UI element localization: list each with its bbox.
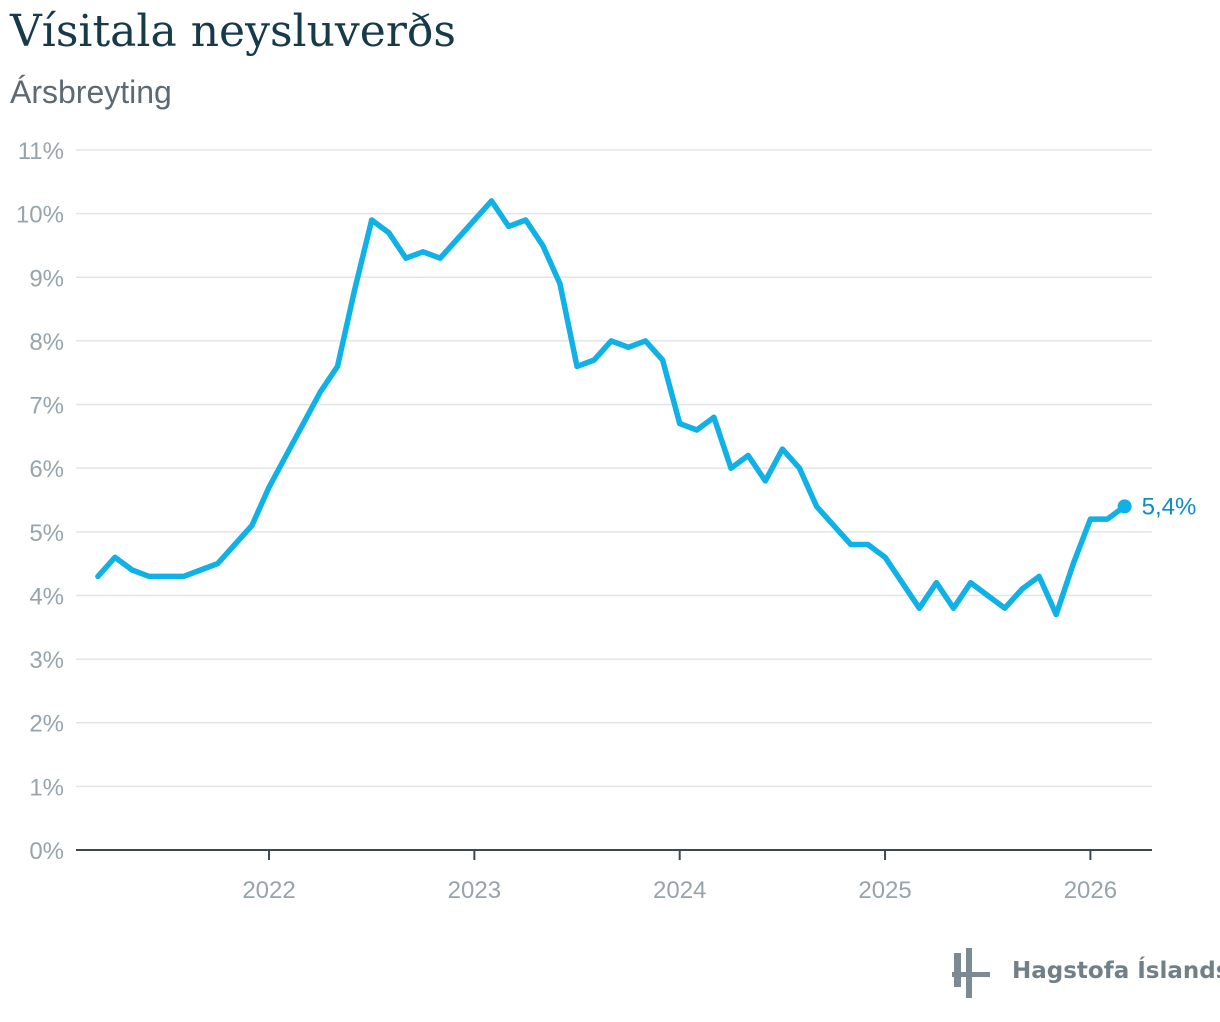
data-point[interactable] [1105,516,1111,522]
y-tick-label: 6% [29,456,64,483]
end-value-label: 5,4% [1142,493,1197,520]
end-marker-group: 5,4% [1117,493,1197,520]
data-point[interactable] [163,573,169,579]
data-point[interactable] [1070,561,1076,567]
x-tick-label: 2022 [242,877,295,904]
x-tick-label: 2024 [653,877,706,904]
data-point[interactable] [1087,516,1093,522]
y-tick-label: 2% [29,711,64,738]
data-point[interactable] [728,465,734,471]
data-point[interactable] [198,567,204,573]
x-tick-label: 2025 [858,877,911,904]
data-point[interactable] [865,542,871,548]
data-point[interactable] [334,363,340,369]
data-point[interactable] [1053,612,1059,618]
gridlines [76,149,1152,788]
data-point[interactable] [694,427,700,433]
hagstofa-logo[interactable]: Hagstofa Íslands [950,946,1220,1000]
data-point[interactable] [814,503,820,509]
y-tick-label: 1% [29,774,64,801]
data-point[interactable] [300,421,306,427]
data-point[interactable] [1019,586,1025,592]
data-point[interactable] [112,554,118,560]
data-point[interactable] [95,573,101,579]
data-point[interactable] [1036,573,1042,579]
y-tick-label: 9% [29,265,64,292]
series-layer [95,198,1128,618]
y-tick-label: 5% [29,520,64,547]
data-point[interactable] [437,255,443,261]
data-point[interactable] [386,230,392,236]
y-tick-label: 4% [29,583,64,610]
data-point[interactable] [796,465,802,471]
data-point[interactable] [968,580,974,586]
data-point[interactable] [933,580,939,586]
y-tick-label: 10% [16,202,64,229]
data-point[interactable] [129,567,135,573]
data-point[interactable] [591,357,597,363]
data-point[interactable] [454,236,460,242]
data-point[interactable] [557,281,563,287]
y-axis-ticks: 0% 1% 2% 3% 4% 5% 6% 7% 8% 9% 10% 11% [16,138,64,865]
data-point[interactable] [899,580,905,586]
data-point[interactable] [848,542,854,548]
x-tick-label: 2026 [1064,877,1117,904]
data-point[interactable] [146,573,152,579]
hagstofa-logo-icon [952,948,990,998]
data-point[interactable] [642,338,648,344]
series-line [95,198,1128,618]
y-tick-label: 0% [29,838,64,865]
data-point[interactable] [420,249,426,255]
data-point[interactable] [574,363,580,369]
data-point[interactable] [488,198,494,204]
data-point[interactable] [215,561,221,567]
data-point[interactable] [540,242,546,248]
data-point[interactable] [1002,605,1008,611]
data-point[interactable] [471,217,477,223]
data-point[interactable] [369,217,375,223]
data-point[interactable] [831,522,837,528]
chart-title: Vísitala neysluverðs [10,6,456,57]
data-point[interactable] [352,287,358,293]
data-point[interactable] [232,542,238,548]
data-point[interactable] [283,452,289,458]
data-point[interactable] [711,414,717,420]
data-point[interactable] [745,452,751,458]
data-point[interactable] [625,344,631,350]
data-point[interactable] [180,573,186,579]
hagstofa-logo-text: Hagstofa Íslands [1012,958,1220,984]
data-point[interactable] [608,338,614,344]
data-point[interactable] [882,554,888,560]
data-point[interactable] [660,357,666,363]
data-point[interactable] [317,389,323,395]
end-point-marker[interactable] [1117,499,1132,514]
data-point[interactable] [762,478,768,484]
data-point[interactable] [266,484,272,490]
x-tick-label: 2023 [448,877,501,904]
data-point[interactable] [249,522,255,528]
data-point[interactable] [506,223,512,229]
chart-subtitle: Ársbreyting [10,74,172,110]
data-point[interactable] [523,217,529,223]
y-tick-label: 8% [29,329,64,356]
y-tick-label: 7% [29,393,64,420]
data-point[interactable] [985,592,991,598]
data-point[interactable] [916,605,922,611]
data-point[interactable] [403,255,409,261]
x-axis: 2022 2023 2024 2025 2026 [76,849,1152,904]
y-tick-label: 11% [18,138,64,165]
data-point[interactable] [779,446,785,452]
data-point[interactable] [677,421,683,427]
y-tick-label: 3% [29,647,64,674]
data-point[interactable] [950,605,956,611]
